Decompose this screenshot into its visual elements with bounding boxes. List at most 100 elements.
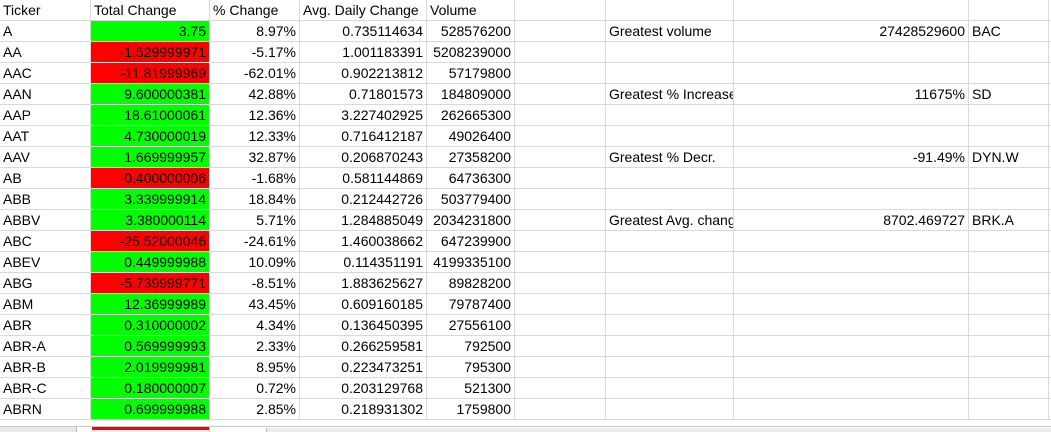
empty-cell[interactable] [515, 294, 606, 315]
total-change-cell[interactable]: -5.739999771 [91, 273, 210, 294]
total-change-cell[interactable]: 2.019999981 [91, 357, 210, 378]
empty-cell[interactable] [1049, 126, 1051, 147]
empty-cell[interactable] [734, 63, 969, 84]
sheet-tab[interactable] [0, 427, 77, 432]
summary-ticker-greatest-avg-change[interactable]: BRK.A [969, 210, 1049, 231]
volume-cell[interactable]: 184809000 [427, 84, 515, 105]
ticker-cell[interactable]: AAP [0, 105, 91, 126]
empty-cell[interactable] [1049, 42, 1051, 63]
empty-cell[interactable] [606, 294, 734, 315]
empty-cell[interactable] [1049, 294, 1051, 315]
empty-cell[interactable] [515, 21, 606, 42]
summary-ticker-greatest-volume[interactable]: BAC [969, 21, 1049, 42]
ticker-cell[interactable]: ABM [0, 294, 91, 315]
ticker-cell[interactable]: AAV [0, 147, 91, 168]
empty-cell[interactable] [515, 210, 606, 231]
empty-cell[interactable] [515, 147, 606, 168]
pct-change-cell[interactable]: 43.45% [210, 294, 300, 315]
total-change-cell[interactable]: 0.699999988 [91, 399, 210, 420]
total-change-cell[interactable]: 3.339999914 [91, 189, 210, 210]
pct-change-cell[interactable]: 10.09% [210, 252, 300, 273]
empty-cell[interactable] [515, 63, 606, 84]
empty-cell[interactable] [734, 189, 969, 210]
ticker-cell[interactable]: AA [0, 42, 91, 63]
empty-cell[interactable] [1049, 189, 1051, 210]
ticker-cell[interactable]: ABBV [0, 210, 91, 231]
avg-daily-change-cell[interactable]: 0.902213812 [300, 63, 427, 84]
total-change-cell[interactable]: 4.730000019 [91, 126, 210, 147]
empty-cell[interactable] [606, 168, 734, 189]
empty-cell[interactable] [606, 252, 734, 273]
empty-cell[interactable] [1049, 336, 1051, 357]
empty-cell[interactable] [734, 357, 969, 378]
empty-cell[interactable] [969, 378, 1049, 399]
pct-change-cell[interactable]: 42.88% [210, 84, 300, 105]
summary-value-greatest-decrease[interactable]: -91.49% [734, 147, 969, 168]
ticker-cell[interactable]: A [0, 21, 91, 42]
volume-cell[interactable]: 57179800 [427, 63, 515, 84]
summary-value-greatest-increase[interactable]: 11675% [734, 84, 969, 105]
pct-change-cell[interactable]: 0.72% [210, 378, 300, 399]
empty-cell[interactable] [1049, 210, 1051, 231]
empty-cell[interactable] [606, 0, 734, 21]
empty-cell[interactable] [515, 189, 606, 210]
empty-cell[interactable] [1049, 357, 1051, 378]
ticker-cell[interactable]: AAN [0, 84, 91, 105]
empty-cell[interactable] [515, 0, 606, 21]
total-change-cell[interactable]: 3.380000114 [91, 210, 210, 231]
ticker-cell[interactable]: AAC [0, 63, 91, 84]
empty-cell[interactable] [1049, 378, 1051, 399]
summary-label-greatest-increase[interactable]: Greatest % Increase [606, 84, 734, 105]
volume-cell[interactable]: 528576200 [427, 21, 515, 42]
ticker-cell[interactable]: ABB [0, 189, 91, 210]
ticker-cell[interactable]: ABC [0, 231, 91, 252]
total-change-cell[interactable]: 9.600000381 [91, 84, 210, 105]
volume-cell[interactable]: 89828200 [427, 273, 515, 294]
total-change-cell[interactable]: 0.310000002 [91, 315, 210, 336]
avg-daily-change-cell[interactable]: 1.883625627 [300, 273, 427, 294]
ticker-cell[interactable]: ABRN [0, 399, 91, 420]
avg-daily-change-cell[interactable]: 1.460038662 [300, 231, 427, 252]
empty-cell[interactable] [969, 126, 1049, 147]
total-change-cell[interactable]: -1.529999971 [91, 42, 210, 63]
empty-cell[interactable] [606, 42, 734, 63]
empty-cell[interactable] [734, 378, 969, 399]
pct-change-cell[interactable]: -5.17% [210, 42, 300, 63]
volume-cell[interactable]: 49026400 [427, 126, 515, 147]
empty-cell[interactable] [515, 252, 606, 273]
summary-ticker-greatest-decrease[interactable]: DYN.W [969, 147, 1049, 168]
empty-cell[interactable] [969, 252, 1049, 273]
empty-cell[interactable] [1049, 252, 1051, 273]
summary-label-greatest-volume[interactable]: Greatest volume [606, 21, 734, 42]
summary-ticker-greatest-increase[interactable]: SD [969, 84, 1049, 105]
empty-cell[interactable] [734, 0, 969, 21]
avg-daily-change-cell[interactable]: 0.218931302 [300, 399, 427, 420]
avg-daily-change-cell[interactable]: 0.609160185 [300, 294, 427, 315]
empty-cell[interactable] [1049, 168, 1051, 189]
empty-cell[interactable] [734, 336, 969, 357]
empty-cell[interactable] [734, 399, 969, 420]
volume-cell[interactable]: 503779400 [427, 189, 515, 210]
pct-change-cell[interactable]: 8.97% [210, 21, 300, 42]
empty-cell[interactable] [969, 189, 1049, 210]
empty-cell[interactable] [1049, 147, 1051, 168]
ticker-cell[interactable]: ABR-B [0, 357, 91, 378]
pct-change-cell[interactable]: 12.36% [210, 105, 300, 126]
avg-daily-change-cell[interactable]: 0.114351191 [300, 252, 427, 273]
avg-daily-change-cell[interactable]: 0.735114634 [300, 21, 427, 42]
empty-cell[interactable] [1049, 0, 1051, 21]
empty-cell[interactable] [515, 84, 606, 105]
empty-cell[interactable] [969, 273, 1049, 294]
pct-change-cell[interactable]: 5.71% [210, 210, 300, 231]
avg-daily-change-cell[interactable]: 0.71801573 [300, 84, 427, 105]
ticker-cell[interactable]: AAT [0, 126, 91, 147]
pct-change-cell[interactable]: -8.51% [210, 273, 300, 294]
ticker-cell[interactable]: ABR-C [0, 378, 91, 399]
total-change-cell[interactable]: 1.669999957 [91, 147, 210, 168]
header-avg-daily-change[interactable]: Avg. Daily Change [300, 0, 427, 21]
avg-daily-change-cell[interactable]: 0.203129768 [300, 378, 427, 399]
pct-change-cell[interactable]: 4.34% [210, 315, 300, 336]
avg-daily-change-cell[interactable]: 0.223473251 [300, 357, 427, 378]
volume-cell[interactable]: 64736300 [427, 168, 515, 189]
volume-cell[interactable]: 262665300 [427, 105, 515, 126]
